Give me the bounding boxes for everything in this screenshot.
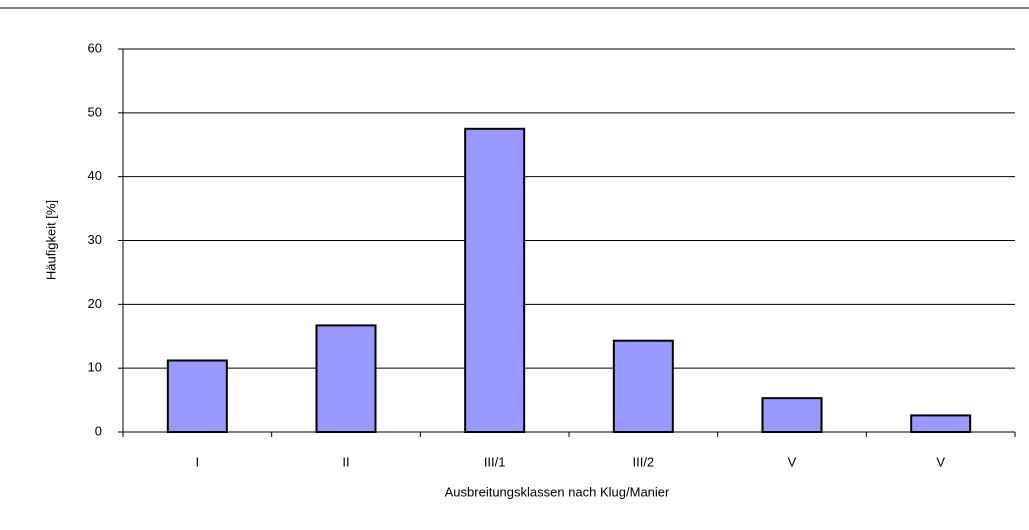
y-tick-label: 40 [88,168,102,183]
bar [315,324,377,434]
x-tick-label: III/1 [484,454,506,469]
y-tick-label: 60 [88,40,102,55]
bar [612,339,674,433]
x-tick-label: II [342,454,349,469]
y-tick-label: 0 [95,423,102,438]
x-axis-title: Ausbreitungsklassen nach Klug/Manier [445,484,670,499]
bar [761,397,823,433]
bar [910,414,972,433]
x-tick-label: V [788,454,797,469]
y-tick-label: 50 [88,104,102,119]
x-tick-label: III/2 [632,454,654,469]
bar [464,127,526,434]
y-tick-label: 30 [88,232,102,247]
x-tick-label: I [196,454,200,469]
y-tick-label: 10 [88,360,102,375]
x-tick-label: V [936,454,945,469]
bar [166,359,228,433]
y-axis-title: Häufigkeit [%] [43,200,58,280]
y-tick-label: 20 [88,296,102,311]
